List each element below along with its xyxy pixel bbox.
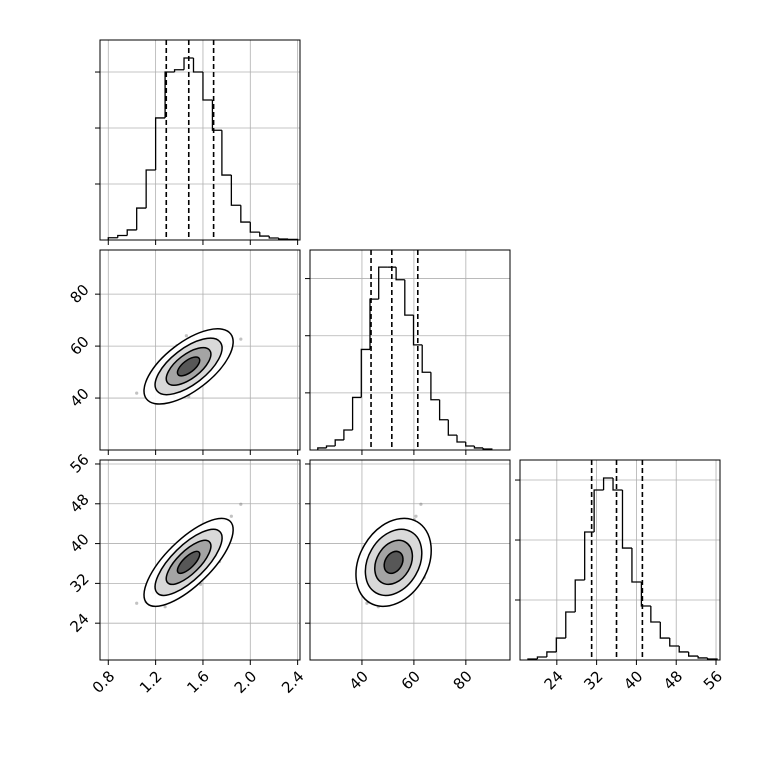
histogram-bin	[136, 207, 147, 230]
histogram-bin	[192, 58, 203, 73]
histogram-bin	[621, 489, 632, 549]
histogram-bin	[164, 71, 175, 118]
histogram-bin	[240, 205, 251, 223]
panel-frame	[309, 459, 511, 661]
histogram-bin	[268, 236, 279, 239]
histogram-bin	[473, 446, 484, 449]
histogram-bin	[536, 656, 547, 660]
y-tick-label: 24	[67, 610, 93, 636]
histogram-bin	[317, 447, 327, 450]
histogram-bin	[154, 117, 166, 171]
sample-point	[135, 601, 139, 605]
histogram-bin	[574, 579, 585, 613]
histogram-bin	[378, 266, 388, 300]
y-tick-label: 56	[67, 451, 93, 477]
histogram-bin	[126, 229, 137, 236]
x-tick-label: 48	[660, 667, 686, 693]
sample-point	[414, 514, 418, 518]
histogram-bin	[343, 429, 353, 440]
histogram-bin	[412, 315, 423, 346]
sample-point	[135, 391, 139, 395]
histogram-bin	[465, 442, 475, 447]
histogram-bin	[678, 645, 689, 653]
histogram-bin	[697, 656, 708, 659]
histogram-bin	[546, 651, 557, 658]
x-tick-label: 1.2	[136, 667, 166, 697]
histogram-bin	[221, 130, 232, 176]
histogram-bin	[669, 638, 680, 647]
histogram-bin	[404, 279, 414, 316]
density-contour	[383, 550, 404, 575]
sample-point	[419, 502, 423, 506]
histogram-bin	[602, 477, 614, 490]
x-tick-label: 40	[620, 667, 646, 693]
histogram-bin	[259, 232, 270, 237]
y-tick-label: 32	[67, 570, 93, 596]
x-tick-label: 32	[580, 667, 606, 693]
sample-point	[184, 334, 188, 338]
histogram-bin	[650, 606, 661, 623]
density-contour	[176, 356, 201, 377]
panel-frame	[99, 39, 301, 241]
histogram-bin	[183, 57, 194, 70]
panel-frame	[519, 459, 721, 661]
histogram-bin	[351, 396, 362, 430]
x-tick-label: 56	[700, 667, 726, 693]
panel-frame	[99, 249, 301, 451]
sample-point	[163, 605, 167, 609]
panel-frame	[99, 459, 301, 661]
histogram-bin	[325, 445, 336, 448]
histogram-bin	[688, 651, 699, 657]
histogram-bin	[555, 637, 566, 652]
histogram-bin	[447, 419, 458, 436]
x-tick-label: 2.0	[231, 667, 261, 697]
histogram-bin	[107, 237, 118, 240]
histogram-bin	[593, 489, 604, 532]
histogram-bin	[612, 477, 623, 491]
y-tick-label: 60	[67, 333, 93, 359]
histogram-bin	[202, 72, 213, 101]
x-tick-label: 60	[398, 667, 424, 693]
histogram-bin	[334, 439, 344, 446]
density-contour	[176, 550, 201, 575]
histogram-bin	[395, 267, 405, 281]
y-tick-label: 40	[67, 530, 93, 556]
histogram-bin	[278, 237, 289, 240]
histogram-bin	[145, 169, 156, 209]
histogram-bin	[565, 611, 576, 639]
histogram-bin	[584, 531, 595, 580]
histogram-bin	[421, 344, 431, 373]
histogram-bin	[640, 582, 651, 607]
x-tick-label: 1.6	[183, 667, 213, 697]
histogram-bin	[173, 69, 185, 73]
sample-point	[239, 337, 243, 341]
sample-point	[365, 601, 369, 605]
histogram-bin	[249, 222, 260, 233]
x-tick-label: 80	[450, 667, 476, 693]
histogram-bin	[117, 234, 128, 238]
histogram-bin	[456, 435, 466, 443]
x-tick-label: 24	[541, 667, 567, 693]
histogram-bin	[211, 100, 222, 131]
histogram-bin	[438, 399, 449, 421]
histogram-bin	[360, 348, 370, 398]
histogram-bin	[659, 621, 670, 639]
y-tick-label: 48	[67, 490, 93, 516]
panel-frame	[309, 249, 511, 451]
sample-point	[229, 514, 233, 518]
x-tick-label: 2.4	[278, 667, 308, 697]
x-tick-label: 0.8	[89, 667, 119, 697]
y-tick-label: 40	[67, 385, 93, 411]
histogram-bin	[430, 372, 440, 401]
histogram-bin	[631, 548, 642, 583]
histogram-bin	[369, 298, 379, 350]
sample-point	[239, 502, 243, 506]
y-tick-label: 80	[67, 281, 93, 307]
histogram-bin	[230, 175, 241, 206]
x-tick-label: 40	[346, 667, 372, 693]
histogram-bin	[482, 447, 493, 450]
